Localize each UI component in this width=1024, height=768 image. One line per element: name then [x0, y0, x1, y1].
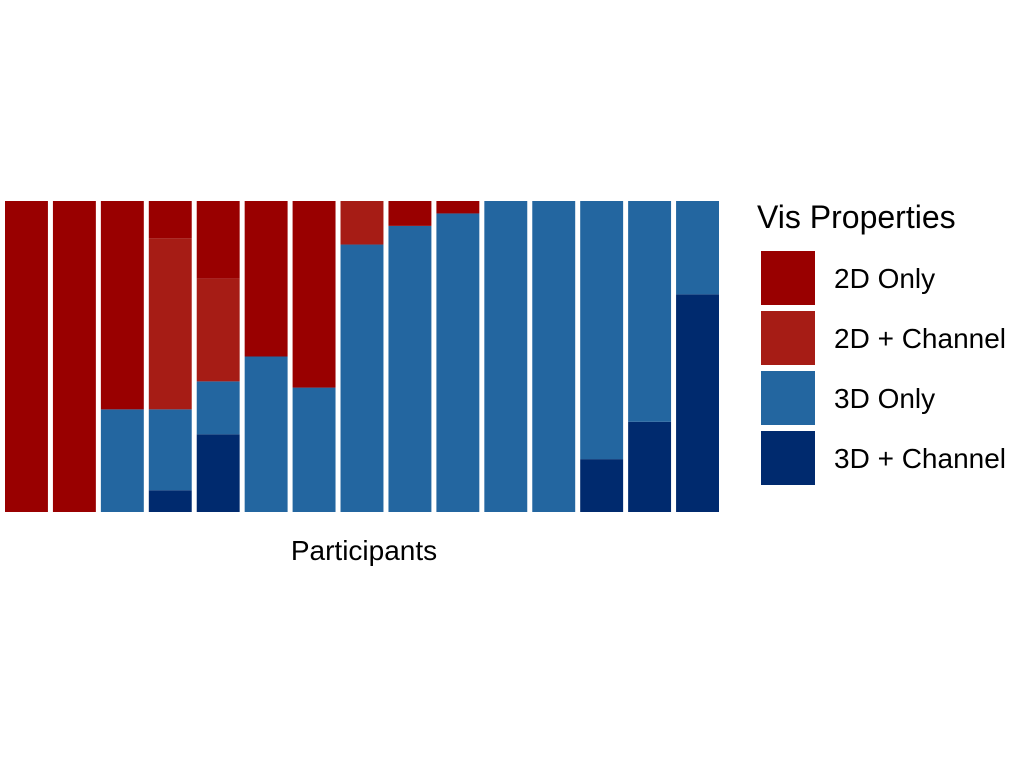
bar-segment-p1-2d-only	[5, 201, 48, 512]
legend-label-3d-only: 3D Only	[834, 383, 935, 414]
legend-item-2d-only: 2D Only	[761, 251, 935, 305]
participant-bar-5	[196, 201, 240, 512]
bar-segment-p7-3d-only	[292, 387, 336, 512]
participant-bar-1	[5, 201, 48, 512]
legend-label-3d-channel: 3D + Channel	[834, 443, 1006, 474]
bar-segment-p6-3d-only	[244, 356, 288, 512]
legend-swatch-2d-only	[761, 251, 815, 305]
bar-segment-p5-3d-channel	[196, 434, 240, 512]
bar-segment-p5-3d-only	[196, 381, 240, 435]
bar-segment-p12-3d-only	[532, 201, 576, 512]
bar-segment-p3-2d-only	[100, 201, 144, 410]
legend-swatch-3d-channel	[761, 431, 815, 485]
bar-segment-p14-3d-only	[628, 201, 672, 422]
legend-item-3d-only: 3D Only	[761, 371, 935, 425]
legend-item-3d-channel: 3D + Channel	[761, 431, 1006, 485]
participant-bar-8	[340, 201, 384, 513]
bar-segment-p9-3d-only	[388, 225, 432, 512]
bar-segment-p14-3d-channel	[628, 421, 672, 512]
bar-segment-p7-2d-only	[292, 201, 336, 388]
legend: Vis Properties 2D Only 2D + Channel 3D Onl…	[757, 199, 1006, 485]
participant-bar-12	[532, 201, 576, 512]
legend-label-2d-channel: 2D + Channel	[834, 323, 1006, 354]
legend-title: Vis Properties	[757, 199, 956, 235]
bar-segment-p10-3d-only	[436, 213, 480, 512]
legend-swatch-3d-only	[761, 371, 815, 425]
participant-bar-7	[292, 201, 336, 512]
bar-segment-p2-2d-only	[52, 201, 96, 512]
bar-segment-p8-2d-channel	[340, 201, 384, 245]
participant-bar-6	[244, 201, 288, 512]
bar-segment-p10-2d-only	[436, 201, 480, 214]
participant-bar-9	[388, 201, 432, 512]
bar-segment-p3-3d-only	[100, 409, 144, 512]
x-axis-title: Participants	[291, 535, 437, 566]
bar-segment-p4-2d-only	[148, 201, 192, 239]
legend-items: 2D Only 2D + Channel 3D Only 3D + Channel	[761, 251, 1006, 485]
legend-swatch-2d-channel	[761, 311, 815, 365]
participant-bar-3	[100, 201, 144, 512]
bar-segment-p4-3d-only	[148, 409, 192, 491]
participant-bar-4	[148, 201, 192, 512]
participant-bar-10	[436, 201, 480, 512]
bar-segment-p4-3d-channel	[148, 490, 192, 512]
bar-segment-p15-3d-only	[676, 201, 719, 295]
participant-bar-11	[484, 201, 528, 512]
legend-item-2d-channel: 2D + Channel	[761, 311, 1006, 365]
bar-segment-p11-3d-only	[484, 201, 528, 512]
bar-segment-p8-3d-only	[340, 244, 384, 513]
participant-bar-13	[580, 201, 624, 512]
bar-segment-p15-3d-channel	[676, 294, 719, 512]
participant-bar-2	[52, 201, 96, 512]
bar-segment-p13-3d-channel	[580, 459, 624, 512]
legend-label-2d-only: 2D Only	[834, 263, 935, 294]
bar-segment-p13-3d-only	[580, 201, 624, 460]
bars-layer	[5, 201, 719, 513]
bar-segment-p5-2d-channel	[196, 278, 240, 382]
bar-segment-p9-2d-only	[388, 201, 432, 226]
bar-segment-p5-2d-only	[196, 201, 240, 279]
participant-bar-14	[628, 201, 672, 512]
participant-bar-15	[676, 201, 719, 512]
bar-segment-p6-2d-only	[244, 201, 288, 357]
bar-segment-p4-2d-channel	[148, 238, 192, 410]
